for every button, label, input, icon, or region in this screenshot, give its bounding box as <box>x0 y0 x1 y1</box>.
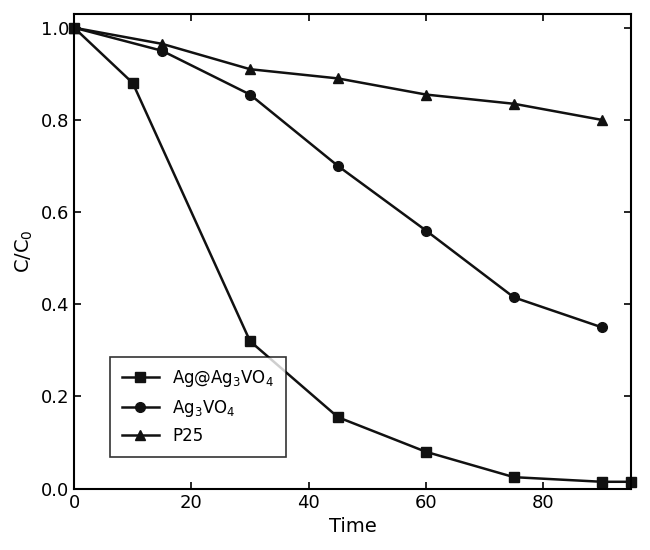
Ag@Ag$_3$VO$_4$ <box>129 80 136 86</box>
Ag$_3$VO$_4$ <box>158 47 166 54</box>
Ag$_3$VO$_4$ <box>510 294 518 301</box>
P25 <box>70 24 78 31</box>
Y-axis label: C/C$_0$: C/C$_0$ <box>14 229 35 273</box>
Ag$_3$VO$_4$ <box>70 24 78 31</box>
Ag@Ag$_3$VO$_4$ <box>422 448 430 455</box>
Ag@Ag$_3$VO$_4$ <box>627 478 635 485</box>
Ag@Ag$_3$VO$_4$ <box>246 338 254 344</box>
Line: P25: P25 <box>70 23 607 125</box>
P25 <box>158 41 166 47</box>
Ag$_3$VO$_4$ <box>246 91 254 98</box>
X-axis label: Time: Time <box>329 517 376 536</box>
Ag$_3$VO$_4$ <box>422 227 430 234</box>
Line: Ag$_3$VO$_4$: Ag$_3$VO$_4$ <box>70 23 607 332</box>
P25 <box>510 101 518 107</box>
P25 <box>422 91 430 98</box>
P25 <box>334 75 342 82</box>
Ag$_3$VO$_4$ <box>598 324 606 331</box>
Ag@Ag$_3$VO$_4$ <box>598 478 606 485</box>
Ag@Ag$_3$VO$_4$ <box>334 414 342 421</box>
Legend: Ag@Ag$_3$VO$_4$, Ag$_3$VO$_4$, P25: Ag@Ag$_3$VO$_4$, Ag$_3$VO$_4$, P25 <box>111 356 285 456</box>
Ag$_3$VO$_4$ <box>334 163 342 169</box>
Ag@Ag$_3$VO$_4$ <box>510 474 518 481</box>
P25 <box>246 66 254 73</box>
Ag@Ag$_3$VO$_4$ <box>70 24 78 31</box>
Line: Ag@Ag$_3$VO$_4$: Ag@Ag$_3$VO$_4$ <box>70 23 636 487</box>
P25 <box>598 117 606 123</box>
